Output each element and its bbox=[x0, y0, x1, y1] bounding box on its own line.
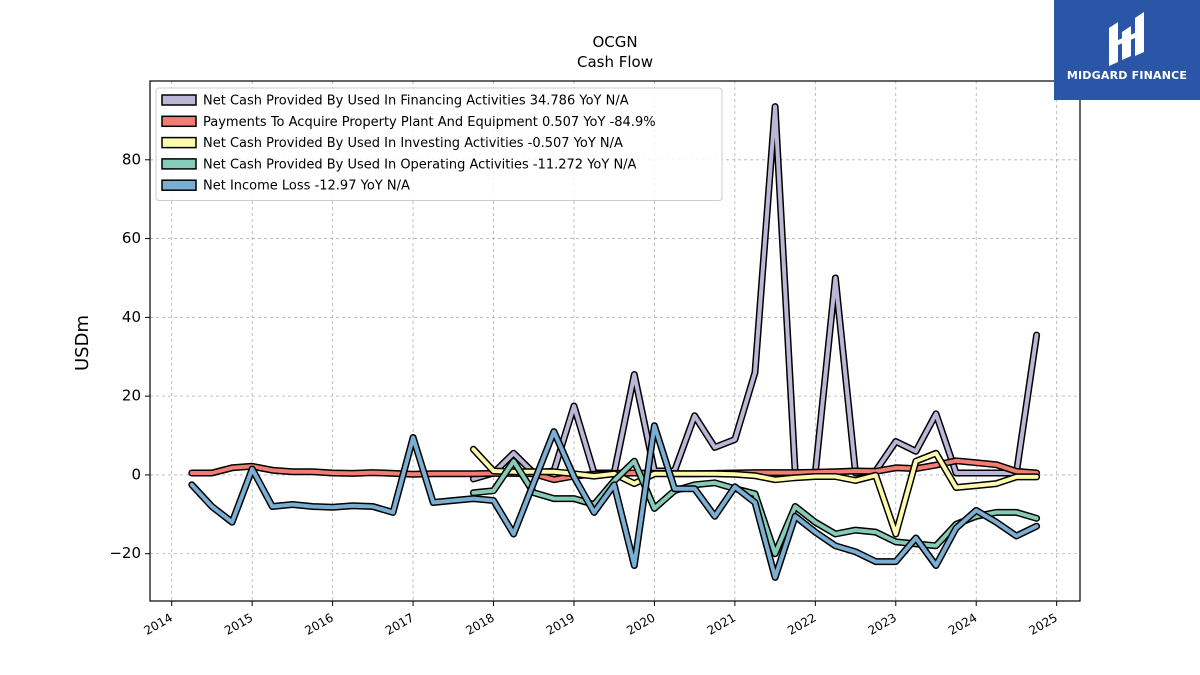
chart-subtitle: Cash Flow bbox=[577, 53, 653, 71]
legend-label: Net Cash Provided By Used In Investing A… bbox=[203, 136, 623, 151]
chart-title: OCGN bbox=[592, 33, 637, 51]
y-tick-label: 0 bbox=[131, 465, 141, 483]
series-line bbox=[471, 447, 1039, 536]
series-5 bbox=[188, 422, 1041, 581]
midgard-logo-icon bbox=[1109, 12, 1144, 66]
series-3 bbox=[469, 445, 1041, 538]
series-4 bbox=[469, 457, 1041, 558]
y-axis-label: USDm bbox=[72, 315, 93, 371]
y-tick-label: 60 bbox=[122, 229, 141, 247]
y-tick-label: 80 bbox=[122, 150, 141, 168]
legend: Net Cash Provided By Used In Financing A… bbox=[155, 87, 723, 201]
series-line bbox=[189, 423, 1039, 580]
y-tick-label: 20 bbox=[122, 387, 141, 405]
legend-label: Net Cash Provided By Used In Financing A… bbox=[203, 94, 629, 109]
series-line bbox=[471, 459, 1039, 556]
legend-swatch bbox=[161, 158, 197, 170]
legend-swatch bbox=[161, 94, 197, 106]
legend-label: Payments To Acquire Property Plant And E… bbox=[203, 115, 656, 130]
legend-swatch bbox=[161, 179, 197, 191]
legend-swatch bbox=[161, 115, 197, 128]
brand-name: MIDGARD FINANCE bbox=[1066, 69, 1188, 82]
series-lines bbox=[188, 103, 1041, 581]
y-tick-label: −20 bbox=[109, 544, 141, 562]
series-line bbox=[471, 104, 1039, 481]
legend-label: Net Cash Provided By Used In Operating A… bbox=[203, 157, 637, 172]
y-tick-label: 40 bbox=[122, 308, 141, 326]
plot-frame bbox=[149, 80, 1081, 602]
legend-box bbox=[155, 87, 723, 201]
legend-swatch bbox=[161, 136, 197, 149]
legend-label: Net Income Loss -12.97 YoY N/A bbox=[203, 179, 410, 194]
series-1 bbox=[469, 103, 1041, 483]
brand-logo: MIDGARD FINANCE bbox=[1054, 0, 1200, 100]
